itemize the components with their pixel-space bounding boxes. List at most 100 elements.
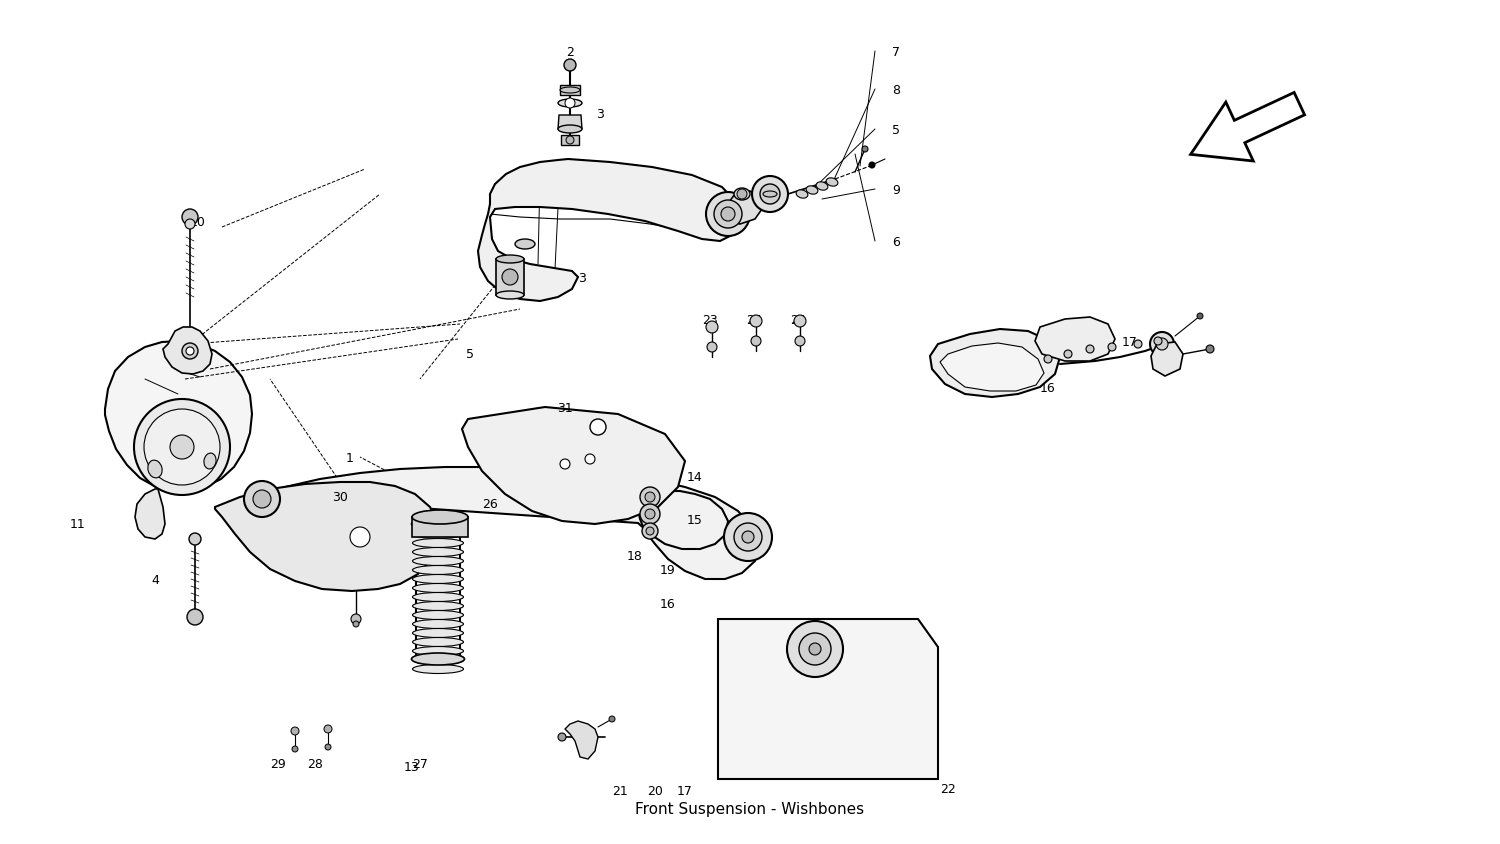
Circle shape	[184, 219, 195, 230]
Text: 30: 30	[332, 491, 348, 504]
Text: 12: 12	[998, 341, 1012, 354]
Circle shape	[862, 147, 868, 153]
Ellipse shape	[413, 619, 464, 629]
Text: 13: 13	[404, 760, 420, 774]
Text: 15: 15	[687, 513, 703, 526]
Text: 22: 22	[940, 782, 956, 796]
Text: 25: 25	[746, 313, 762, 326]
Polygon shape	[720, 192, 762, 225]
Circle shape	[1044, 355, 1052, 364]
Ellipse shape	[411, 518, 465, 530]
Circle shape	[1197, 314, 1203, 320]
Circle shape	[706, 322, 718, 333]
Text: 10: 10	[190, 215, 206, 228]
Ellipse shape	[413, 584, 464, 592]
Text: 18: 18	[627, 549, 644, 563]
Circle shape	[503, 270, 518, 285]
Text: 28: 28	[308, 758, 322, 771]
Circle shape	[186, 348, 194, 355]
Circle shape	[351, 614, 361, 625]
Circle shape	[795, 337, 806, 347]
Text: 14: 14	[687, 471, 703, 484]
Text: 17: 17	[676, 785, 693, 798]
Ellipse shape	[560, 88, 580, 94]
Circle shape	[560, 459, 570, 469]
Text: 19: 19	[1040, 353, 1056, 366]
Circle shape	[1154, 338, 1162, 345]
Ellipse shape	[734, 189, 750, 201]
Text: 3: 3	[596, 108, 604, 122]
Text: 20: 20	[646, 785, 663, 798]
Circle shape	[558, 733, 566, 741]
Circle shape	[714, 201, 742, 229]
Ellipse shape	[816, 182, 828, 191]
Circle shape	[646, 528, 654, 535]
Circle shape	[808, 643, 820, 655]
Ellipse shape	[764, 192, 777, 197]
Circle shape	[750, 316, 762, 327]
Circle shape	[326, 744, 332, 750]
Circle shape	[734, 523, 762, 551]
Circle shape	[189, 533, 201, 545]
Ellipse shape	[413, 602, 464, 611]
Ellipse shape	[558, 100, 582, 108]
Text: 29: 29	[270, 758, 286, 771]
Ellipse shape	[413, 548, 464, 557]
Ellipse shape	[413, 565, 464, 575]
Polygon shape	[930, 330, 1060, 398]
Circle shape	[324, 725, 332, 733]
Circle shape	[350, 528, 370, 548]
Ellipse shape	[413, 511, 468, 524]
Circle shape	[564, 60, 576, 72]
Circle shape	[566, 99, 574, 109]
Ellipse shape	[413, 638, 464, 647]
Circle shape	[800, 633, 831, 665]
Circle shape	[188, 609, 202, 625]
Circle shape	[722, 208, 735, 222]
Circle shape	[590, 419, 606, 436]
Circle shape	[609, 717, 615, 722]
Circle shape	[706, 343, 717, 353]
Text: 21: 21	[1054, 335, 1070, 348]
Circle shape	[291, 728, 298, 735]
Polygon shape	[561, 136, 579, 146]
Text: 21: 21	[612, 785, 628, 798]
Text: 4: 4	[152, 573, 159, 586]
Circle shape	[1206, 345, 1214, 354]
Ellipse shape	[413, 629, 464, 638]
Circle shape	[868, 163, 874, 169]
Polygon shape	[558, 116, 582, 130]
Text: 1: 1	[346, 451, 354, 464]
Polygon shape	[164, 327, 211, 375]
Circle shape	[736, 190, 747, 200]
Ellipse shape	[413, 647, 464, 656]
Polygon shape	[718, 619, 938, 779]
Ellipse shape	[204, 453, 216, 469]
Text: 16: 16	[660, 598, 676, 611]
Polygon shape	[496, 260, 523, 295]
Polygon shape	[258, 468, 758, 579]
Circle shape	[1134, 341, 1142, 349]
Circle shape	[182, 344, 198, 360]
Circle shape	[566, 137, 574, 145]
Ellipse shape	[413, 557, 464, 565]
Text: 8: 8	[892, 84, 900, 96]
Text: 3: 3	[578, 271, 586, 284]
Text: 18: 18	[1010, 341, 1026, 354]
Circle shape	[182, 210, 198, 225]
Circle shape	[1150, 333, 1174, 356]
Polygon shape	[462, 408, 686, 524]
Text: 6: 6	[892, 235, 900, 248]
Text: 19: 19	[660, 563, 676, 576]
Circle shape	[645, 492, 656, 502]
Circle shape	[760, 185, 780, 205]
Text: 5: 5	[892, 123, 900, 137]
Text: 27: 27	[413, 758, 428, 771]
Circle shape	[640, 505, 660, 524]
Circle shape	[794, 316, 806, 327]
Ellipse shape	[413, 656, 464, 665]
Circle shape	[706, 192, 750, 236]
Ellipse shape	[496, 256, 523, 263]
Ellipse shape	[827, 179, 839, 187]
Circle shape	[352, 621, 358, 627]
